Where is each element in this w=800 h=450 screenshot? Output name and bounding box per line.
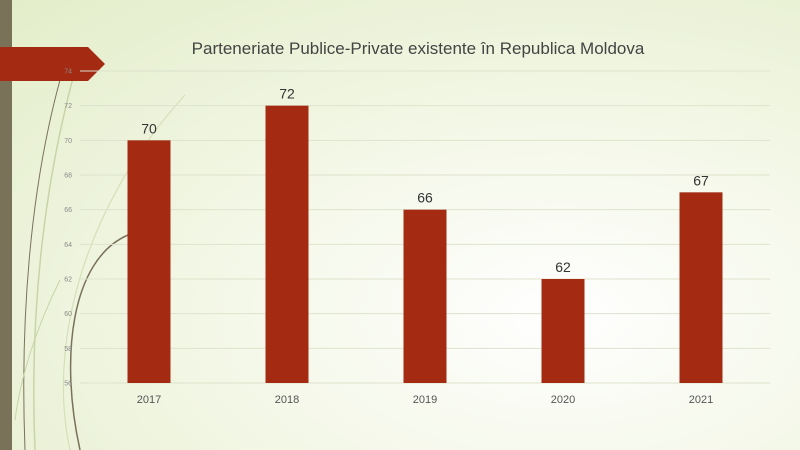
y-tick-label: 62 xyxy=(64,277,72,284)
bar-2018 xyxy=(265,105,309,384)
y-tick-label: 58 xyxy=(64,346,72,353)
data-label-2019: 66 xyxy=(417,190,433,206)
data-label-2021: 67 xyxy=(693,172,709,188)
x-tick-label-2018: 2018 xyxy=(275,394,299,406)
data-label-2020: 62 xyxy=(555,259,571,275)
chart-title: Parteneriate Publice-Private existente î… xyxy=(192,39,645,58)
side-accent-bar xyxy=(0,0,12,450)
y-tick-label: 70 xyxy=(64,138,72,145)
data-label-2018: 72 xyxy=(279,86,295,102)
x-tick-label-2019: 2019 xyxy=(413,394,437,406)
y-tick-label: 64 xyxy=(64,242,72,249)
x-tick-label-2017: 2017 xyxy=(137,394,161,406)
bar-2020 xyxy=(541,279,585,383)
y-axis-ticks: 56 58 60 62 64 66 68 70 72 74 xyxy=(64,69,72,388)
x-tick-label-2020: 2020 xyxy=(551,394,575,406)
y-tick-label: 68 xyxy=(64,173,72,180)
data-labels: 70 72 66 62 67 xyxy=(141,86,709,275)
data-label-2017: 70 xyxy=(141,120,157,136)
y-tick-label: 72 xyxy=(64,103,72,110)
title-arrow-shape xyxy=(0,47,105,81)
bar-2017 xyxy=(127,140,171,383)
bar-2021 xyxy=(679,192,723,383)
y-tick-label: 66 xyxy=(64,207,72,214)
x-axis-ticks: 2017 2018 2019 2020 2021 xyxy=(137,394,713,406)
bars xyxy=(127,105,723,384)
x-tick-label-2021: 2021 xyxy=(689,394,713,406)
y-tick-label: 74 xyxy=(64,69,72,76)
bar-2019 xyxy=(403,209,447,383)
y-tick-label: 60 xyxy=(64,311,72,318)
y-tick-label: 56 xyxy=(64,381,72,388)
